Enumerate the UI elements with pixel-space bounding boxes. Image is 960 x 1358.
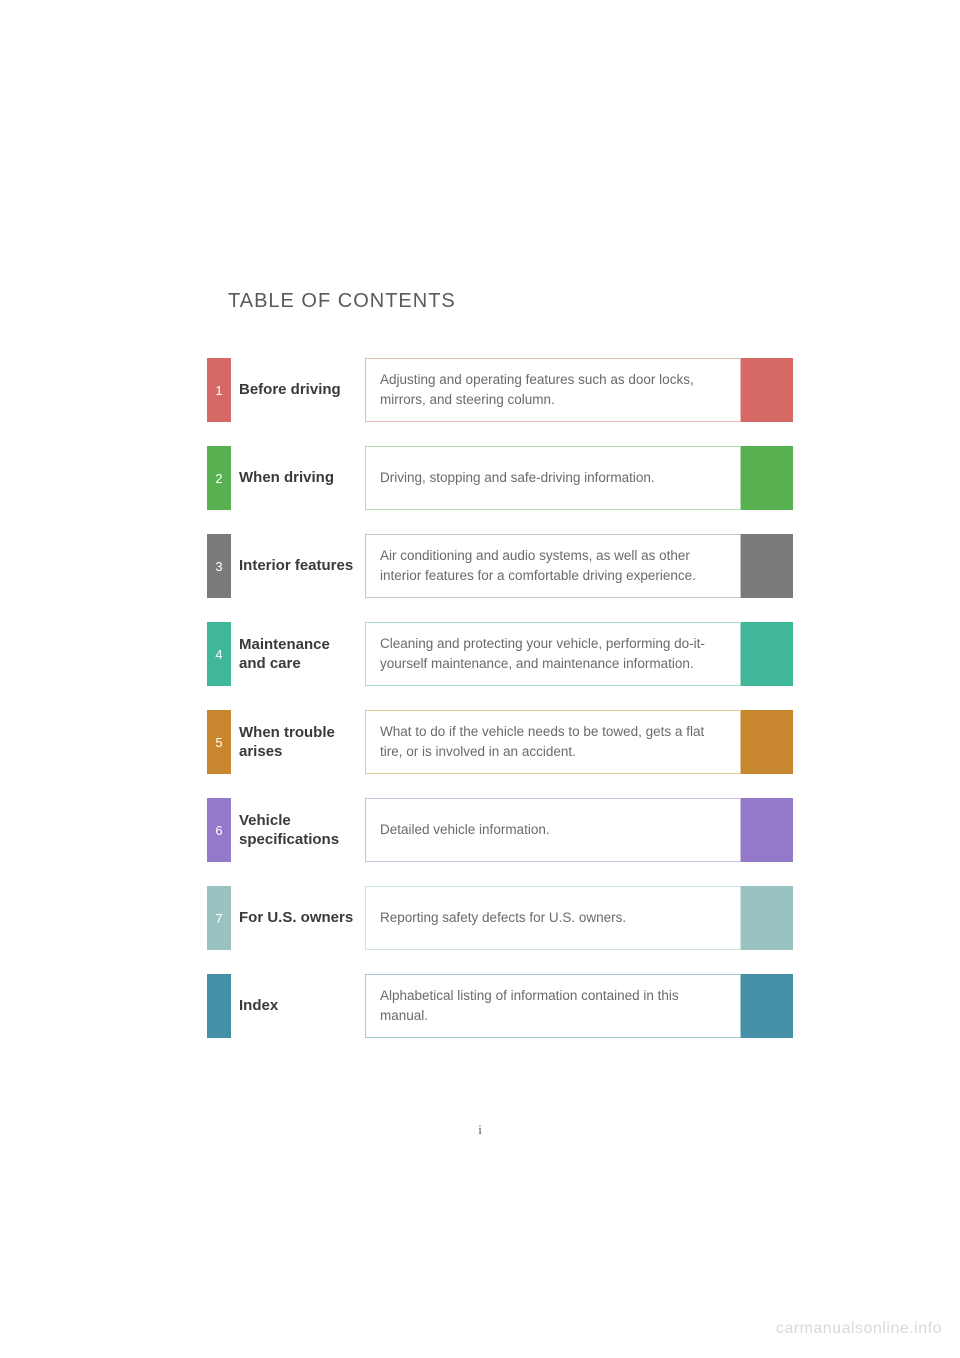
toc-tab [741,622,793,686]
toc-title: Maintenance and care [231,622,365,686]
toc-row: 7 For U.S. ownersReporting safety defects… [207,886,793,950]
toc-number: 1 [215,383,222,398]
toc-row: 6 Vehicle specificationsDetailed vehicle … [207,798,793,862]
toc-number-badge: 1 [207,358,231,422]
toc-number: 5 [215,735,222,750]
toc-number-badge: 4 [207,622,231,686]
toc-row: 5 When trouble arisesWhat to do if the ve… [207,710,793,774]
watermark: carmanualsonline.info [776,1320,942,1338]
toc-description: What to do if the vehicle needs to be to… [365,710,741,774]
toc-tab [741,446,793,510]
toc-number-badge [207,974,231,1038]
toc-description: Alphabetical listing of information cont… [365,974,741,1038]
toc-tab [741,534,793,598]
toc-number: 4 [215,647,222,662]
toc-title: When trouble arises [231,710,365,774]
toc-description: Driving, stopping and safe-driving infor… [365,446,741,510]
toc-tab [741,886,793,950]
toc-row: 3 Interior featuresAir conditioning and a… [207,534,793,598]
toc-description: Cleaning and protecting your vehicle, pe… [365,622,741,686]
toc-number-badge: 6 [207,798,231,862]
toc-tab [741,710,793,774]
toc-row: 2 When drivingDriving, stopping and safe-… [207,446,793,510]
toc-number-badge: 5 [207,710,231,774]
toc-row: IndexAlphabetical listing of information… [207,974,793,1038]
toc-number: 2 [215,471,222,486]
toc-number-badge: 3 [207,534,231,598]
toc-title: For U.S. owners [231,886,365,950]
toc-tab [741,798,793,862]
toc-description: Adjusting and operating features such as… [365,358,741,422]
toc-title: Index [231,974,365,1038]
page-title: TABLE OF CONTENTS [228,290,456,313]
toc-number: 7 [215,911,222,926]
toc-row: 4 Maintenance and careCleaning and protec… [207,622,793,686]
toc-number-badge: 7 [207,886,231,950]
toc-row: 1 Before drivingAdjusting and operating f… [207,358,793,422]
toc-number: 6 [215,823,222,838]
toc-container: 1 Before drivingAdjusting and operating f… [207,358,793,1062]
toc-tab [741,974,793,1038]
toc-tab [741,358,793,422]
toc-title: Interior features [231,534,365,598]
toc-number-badge: 2 [207,446,231,510]
toc-description: Detailed vehicle information. [365,798,741,862]
toc-title: When driving [231,446,365,510]
page: TABLE OF CONTENTS 1 Before drivingAdjusti… [0,0,960,1358]
toc-number: 3 [215,559,222,574]
page-number: i [0,1122,960,1138]
toc-title: Before driving [231,358,365,422]
toc-description: Air conditioning and audio systems, as w… [365,534,741,598]
toc-title: Vehicle specifications [231,798,365,862]
toc-description: Reporting safety defects for U.S. owners… [365,886,741,950]
